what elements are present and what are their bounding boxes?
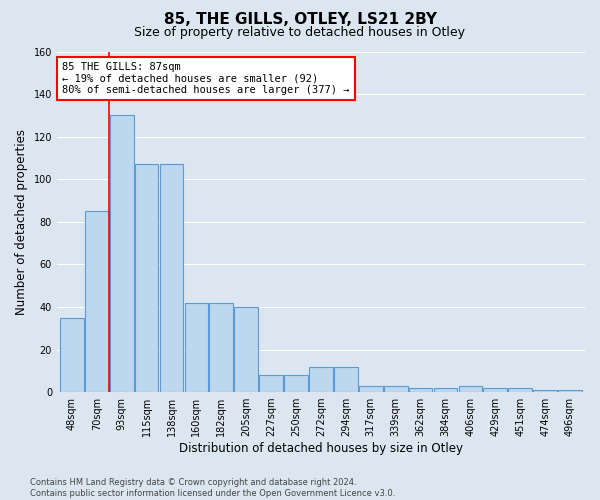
- Bar: [384, 386, 407, 392]
- Bar: [359, 386, 383, 392]
- Bar: [458, 386, 482, 392]
- X-axis label: Distribution of detached houses by size in Otley: Distribution of detached houses by size …: [179, 442, 463, 455]
- Text: Contains HM Land Registry data © Crown copyright and database right 2024.
Contai: Contains HM Land Registry data © Crown c…: [30, 478, 395, 498]
- Bar: [409, 388, 433, 392]
- Bar: [160, 164, 184, 392]
- Bar: [235, 307, 258, 392]
- Bar: [434, 388, 457, 392]
- Text: Size of property relative to detached houses in Otley: Size of property relative to detached ho…: [134, 26, 466, 39]
- Bar: [508, 388, 532, 392]
- Bar: [533, 390, 557, 392]
- Bar: [284, 375, 308, 392]
- Text: 85 THE GILLS: 87sqm
← 19% of detached houses are smaller (92)
80% of semi-detach: 85 THE GILLS: 87sqm ← 19% of detached ho…: [62, 62, 350, 95]
- Bar: [85, 211, 109, 392]
- Bar: [209, 302, 233, 392]
- Y-axis label: Number of detached properties: Number of detached properties: [15, 129, 28, 315]
- Bar: [309, 366, 333, 392]
- Bar: [135, 164, 158, 392]
- Text: 85, THE GILLS, OTLEY, LS21 2BY: 85, THE GILLS, OTLEY, LS21 2BY: [163, 12, 437, 28]
- Bar: [185, 302, 208, 392]
- Bar: [558, 390, 582, 392]
- Bar: [60, 318, 83, 392]
- Bar: [110, 116, 134, 392]
- Bar: [259, 375, 283, 392]
- Bar: [334, 366, 358, 392]
- Bar: [484, 388, 507, 392]
